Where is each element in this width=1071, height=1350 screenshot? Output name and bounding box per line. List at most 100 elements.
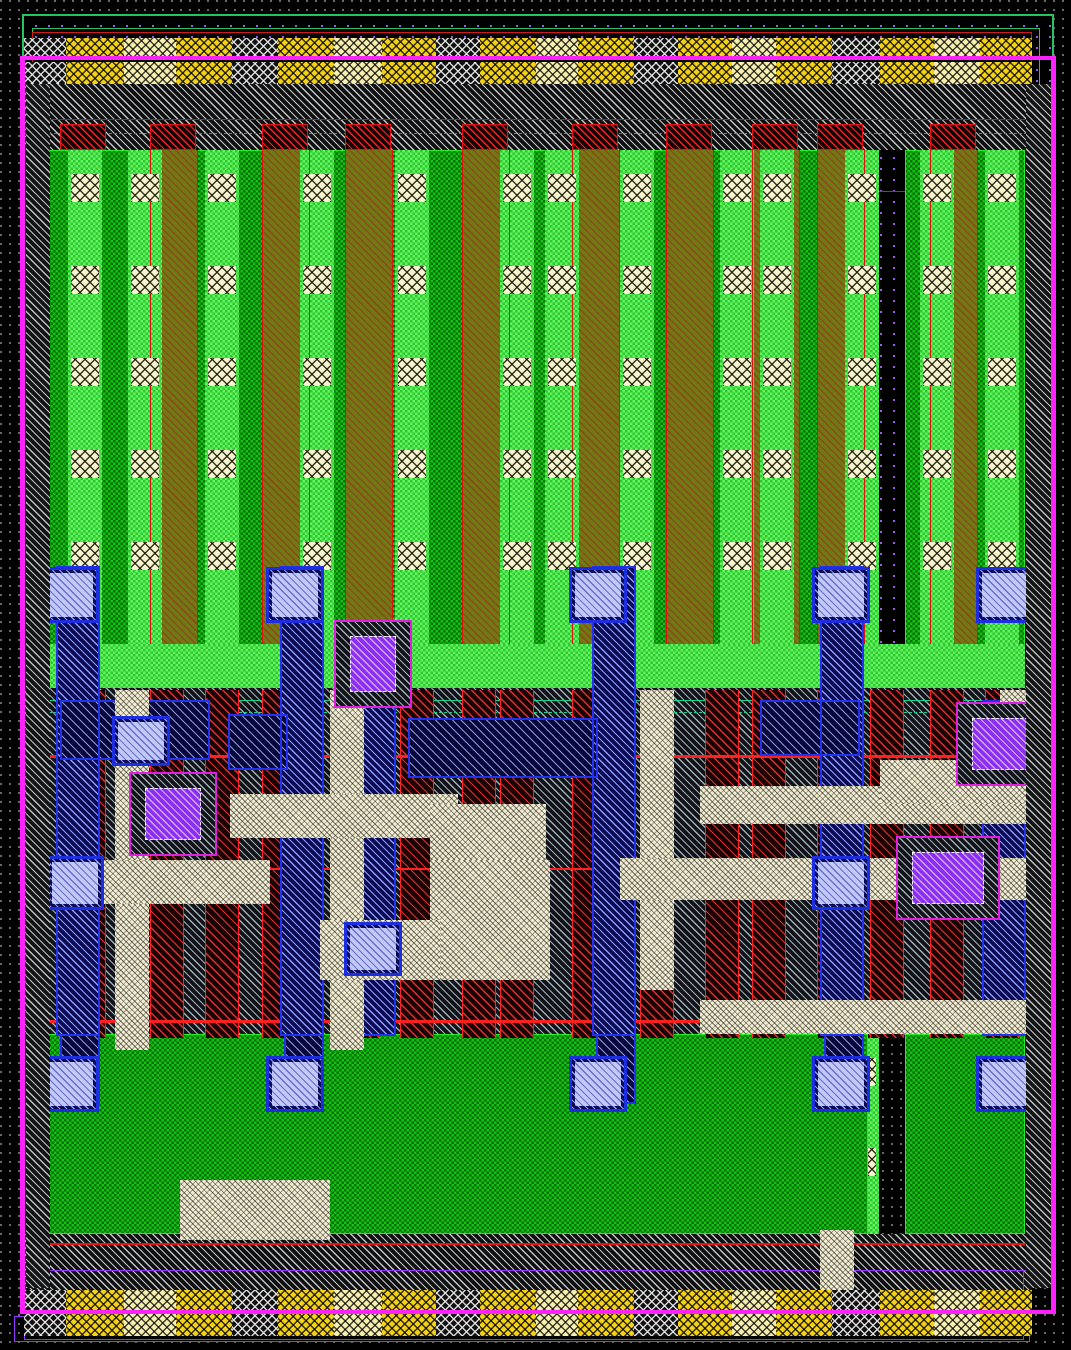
pin-segment-13[interactable] xyxy=(678,38,732,58)
pin-segment-lower-13[interactable] xyxy=(678,62,732,84)
pin-segment-lower-19[interactable] xyxy=(980,62,1032,84)
pin-segment-lower-4[interactable] xyxy=(232,1314,278,1336)
pin-segment-12[interactable] xyxy=(634,38,678,58)
pin-segment-lower-6[interactable] xyxy=(334,62,382,84)
pin-segment-lower-11[interactable] xyxy=(578,62,634,84)
pin-segment-17[interactable] xyxy=(880,38,934,58)
via1-cut-4[interactable] xyxy=(982,573,1028,617)
pin-segment-lower-1[interactable] xyxy=(66,1314,124,1336)
pin-segment-lower-2[interactable] xyxy=(124,1314,176,1336)
pin-segment-1[interactable] xyxy=(66,38,124,58)
pin-segment-lower-7[interactable] xyxy=(382,62,436,84)
pin-segment-15[interactable] xyxy=(776,1290,832,1310)
pin-segment-9[interactable] xyxy=(480,1290,536,1310)
pin-segment-17[interactable] xyxy=(880,1290,934,1310)
pin-segment-lower-16[interactable] xyxy=(832,62,880,84)
via2-right-lower[interactable] xyxy=(912,852,984,904)
via1-cut-3[interactable] xyxy=(818,573,864,617)
pin-segment-lower-3[interactable] xyxy=(176,1314,232,1336)
pin-segment-18[interactable] xyxy=(934,1290,980,1310)
pin-segment-18[interactable] xyxy=(934,38,980,58)
via1-cut-0[interactable] xyxy=(47,573,93,617)
pin-segment-9[interactable] xyxy=(480,38,536,58)
via2-right-upper[interactable] xyxy=(972,718,1028,770)
pin-segment-14[interactable] xyxy=(732,38,776,58)
via1-cut-5[interactable] xyxy=(118,722,164,760)
pin-segment-lower-8[interactable] xyxy=(436,62,480,84)
pin-segment-lower-4[interactable] xyxy=(232,62,278,84)
via2-left[interactable] xyxy=(145,788,201,840)
pin-segment-16[interactable] xyxy=(832,1290,880,1310)
pin-segment-2[interactable] xyxy=(124,38,176,58)
pin-segment-lower-12[interactable] xyxy=(634,1314,678,1336)
pin-segment-0[interactable] xyxy=(24,38,66,58)
via2-top-center[interactable] xyxy=(350,636,396,692)
pin-segment-3[interactable] xyxy=(176,1290,232,1310)
pin-segment-lower-7[interactable] xyxy=(382,1314,436,1336)
pin-segment-8[interactable] xyxy=(436,1290,480,1310)
pin-segment-8[interactable] xyxy=(436,38,480,58)
pin-segment-16[interactable] xyxy=(832,38,880,58)
pin-segment-lower-0[interactable] xyxy=(24,62,66,84)
pin-segment-lower-15[interactable] xyxy=(776,1314,832,1336)
pin-segment-lower-9[interactable] xyxy=(480,62,536,84)
pin-segment-lower-13[interactable] xyxy=(678,1314,732,1336)
pin-segment-10[interactable] xyxy=(536,1290,578,1310)
pin-segment-lower-18[interactable] xyxy=(934,1314,980,1336)
via1-cut-8[interactable] xyxy=(350,928,396,970)
via1-cut-11[interactable] xyxy=(575,1062,621,1106)
via1-cut-6[interactable] xyxy=(52,862,98,904)
pin-segment-lower-5[interactable] xyxy=(278,1314,334,1336)
pin-segment-lower-12[interactable] xyxy=(634,62,678,84)
pin-segment-lower-6[interactable] xyxy=(334,1314,382,1336)
pin-segment-lower-2[interactable] xyxy=(124,62,176,84)
pin-segment-lower-1[interactable] xyxy=(66,62,124,84)
pin-segment-2[interactable] xyxy=(124,1290,176,1310)
pin-segment-lower-11[interactable] xyxy=(578,1314,634,1336)
pin-segment-lower-17[interactable] xyxy=(880,62,934,84)
pin-segment-11[interactable] xyxy=(578,1290,634,1310)
via1-cut-1[interactable] xyxy=(272,573,318,617)
pin-segment-10[interactable] xyxy=(536,38,578,58)
pin-segment-lower-15[interactable] xyxy=(776,62,832,84)
via1-cut-2[interactable] xyxy=(575,573,621,617)
pin-segment-lower-3[interactable] xyxy=(176,62,232,84)
pin-segment-lower-14[interactable] xyxy=(732,1314,776,1336)
pin-segment-6[interactable] xyxy=(334,1290,382,1310)
via1-cut-7[interactable] xyxy=(818,862,864,904)
pin-segment-lower-16[interactable] xyxy=(832,1314,880,1336)
via1-cut-10[interactable] xyxy=(272,1062,318,1106)
pin-segment-lower-17[interactable] xyxy=(880,1314,934,1336)
pin-segment-lower-10[interactable] xyxy=(536,1314,578,1336)
pin-segment-0[interactable] xyxy=(24,1290,66,1310)
pin-segment-11[interactable] xyxy=(578,38,634,58)
pin-segment-lower-8[interactable] xyxy=(436,1314,480,1336)
pin-segment-3[interactable] xyxy=(176,38,232,58)
pin-segment-5[interactable] xyxy=(278,1290,334,1310)
pin-segment-5[interactable] xyxy=(278,38,334,58)
pin-segment-12[interactable] xyxy=(634,1290,678,1310)
pin-segment-19[interactable] xyxy=(980,38,1032,58)
via1-cut-13[interactable] xyxy=(982,1062,1028,1106)
pin-segment-lower-19[interactable] xyxy=(980,1314,1032,1336)
pin-segment-1[interactable] xyxy=(66,1290,124,1310)
pin-segment-lower-9[interactable] xyxy=(480,1314,536,1336)
pin-segment-15[interactable] xyxy=(776,38,832,58)
pin-segment-lower-0[interactable] xyxy=(24,1314,66,1336)
pin-segment-4[interactable] xyxy=(232,38,278,58)
contact-3-2 xyxy=(303,358,331,386)
pin-segment-4[interactable] xyxy=(232,1290,278,1310)
pin-segment-6[interactable] xyxy=(334,38,382,58)
pin-segment-lower-14[interactable] xyxy=(732,62,776,84)
pin-segment-13[interactable] xyxy=(678,1290,732,1310)
pin-segment-7[interactable] xyxy=(382,38,436,58)
pin-segment-lower-10[interactable] xyxy=(536,62,578,84)
pin-segment-7[interactable] xyxy=(382,1290,436,1310)
pin-segment-19[interactable] xyxy=(980,1290,1032,1310)
pin-segment-lower-18[interactable] xyxy=(934,62,980,84)
via1-cut-12[interactable] xyxy=(818,1062,864,1106)
via1-cut-9[interactable] xyxy=(47,1062,93,1106)
pin-segment-lower-5[interactable] xyxy=(278,62,334,84)
pin-segment-14[interactable] xyxy=(732,1290,776,1310)
